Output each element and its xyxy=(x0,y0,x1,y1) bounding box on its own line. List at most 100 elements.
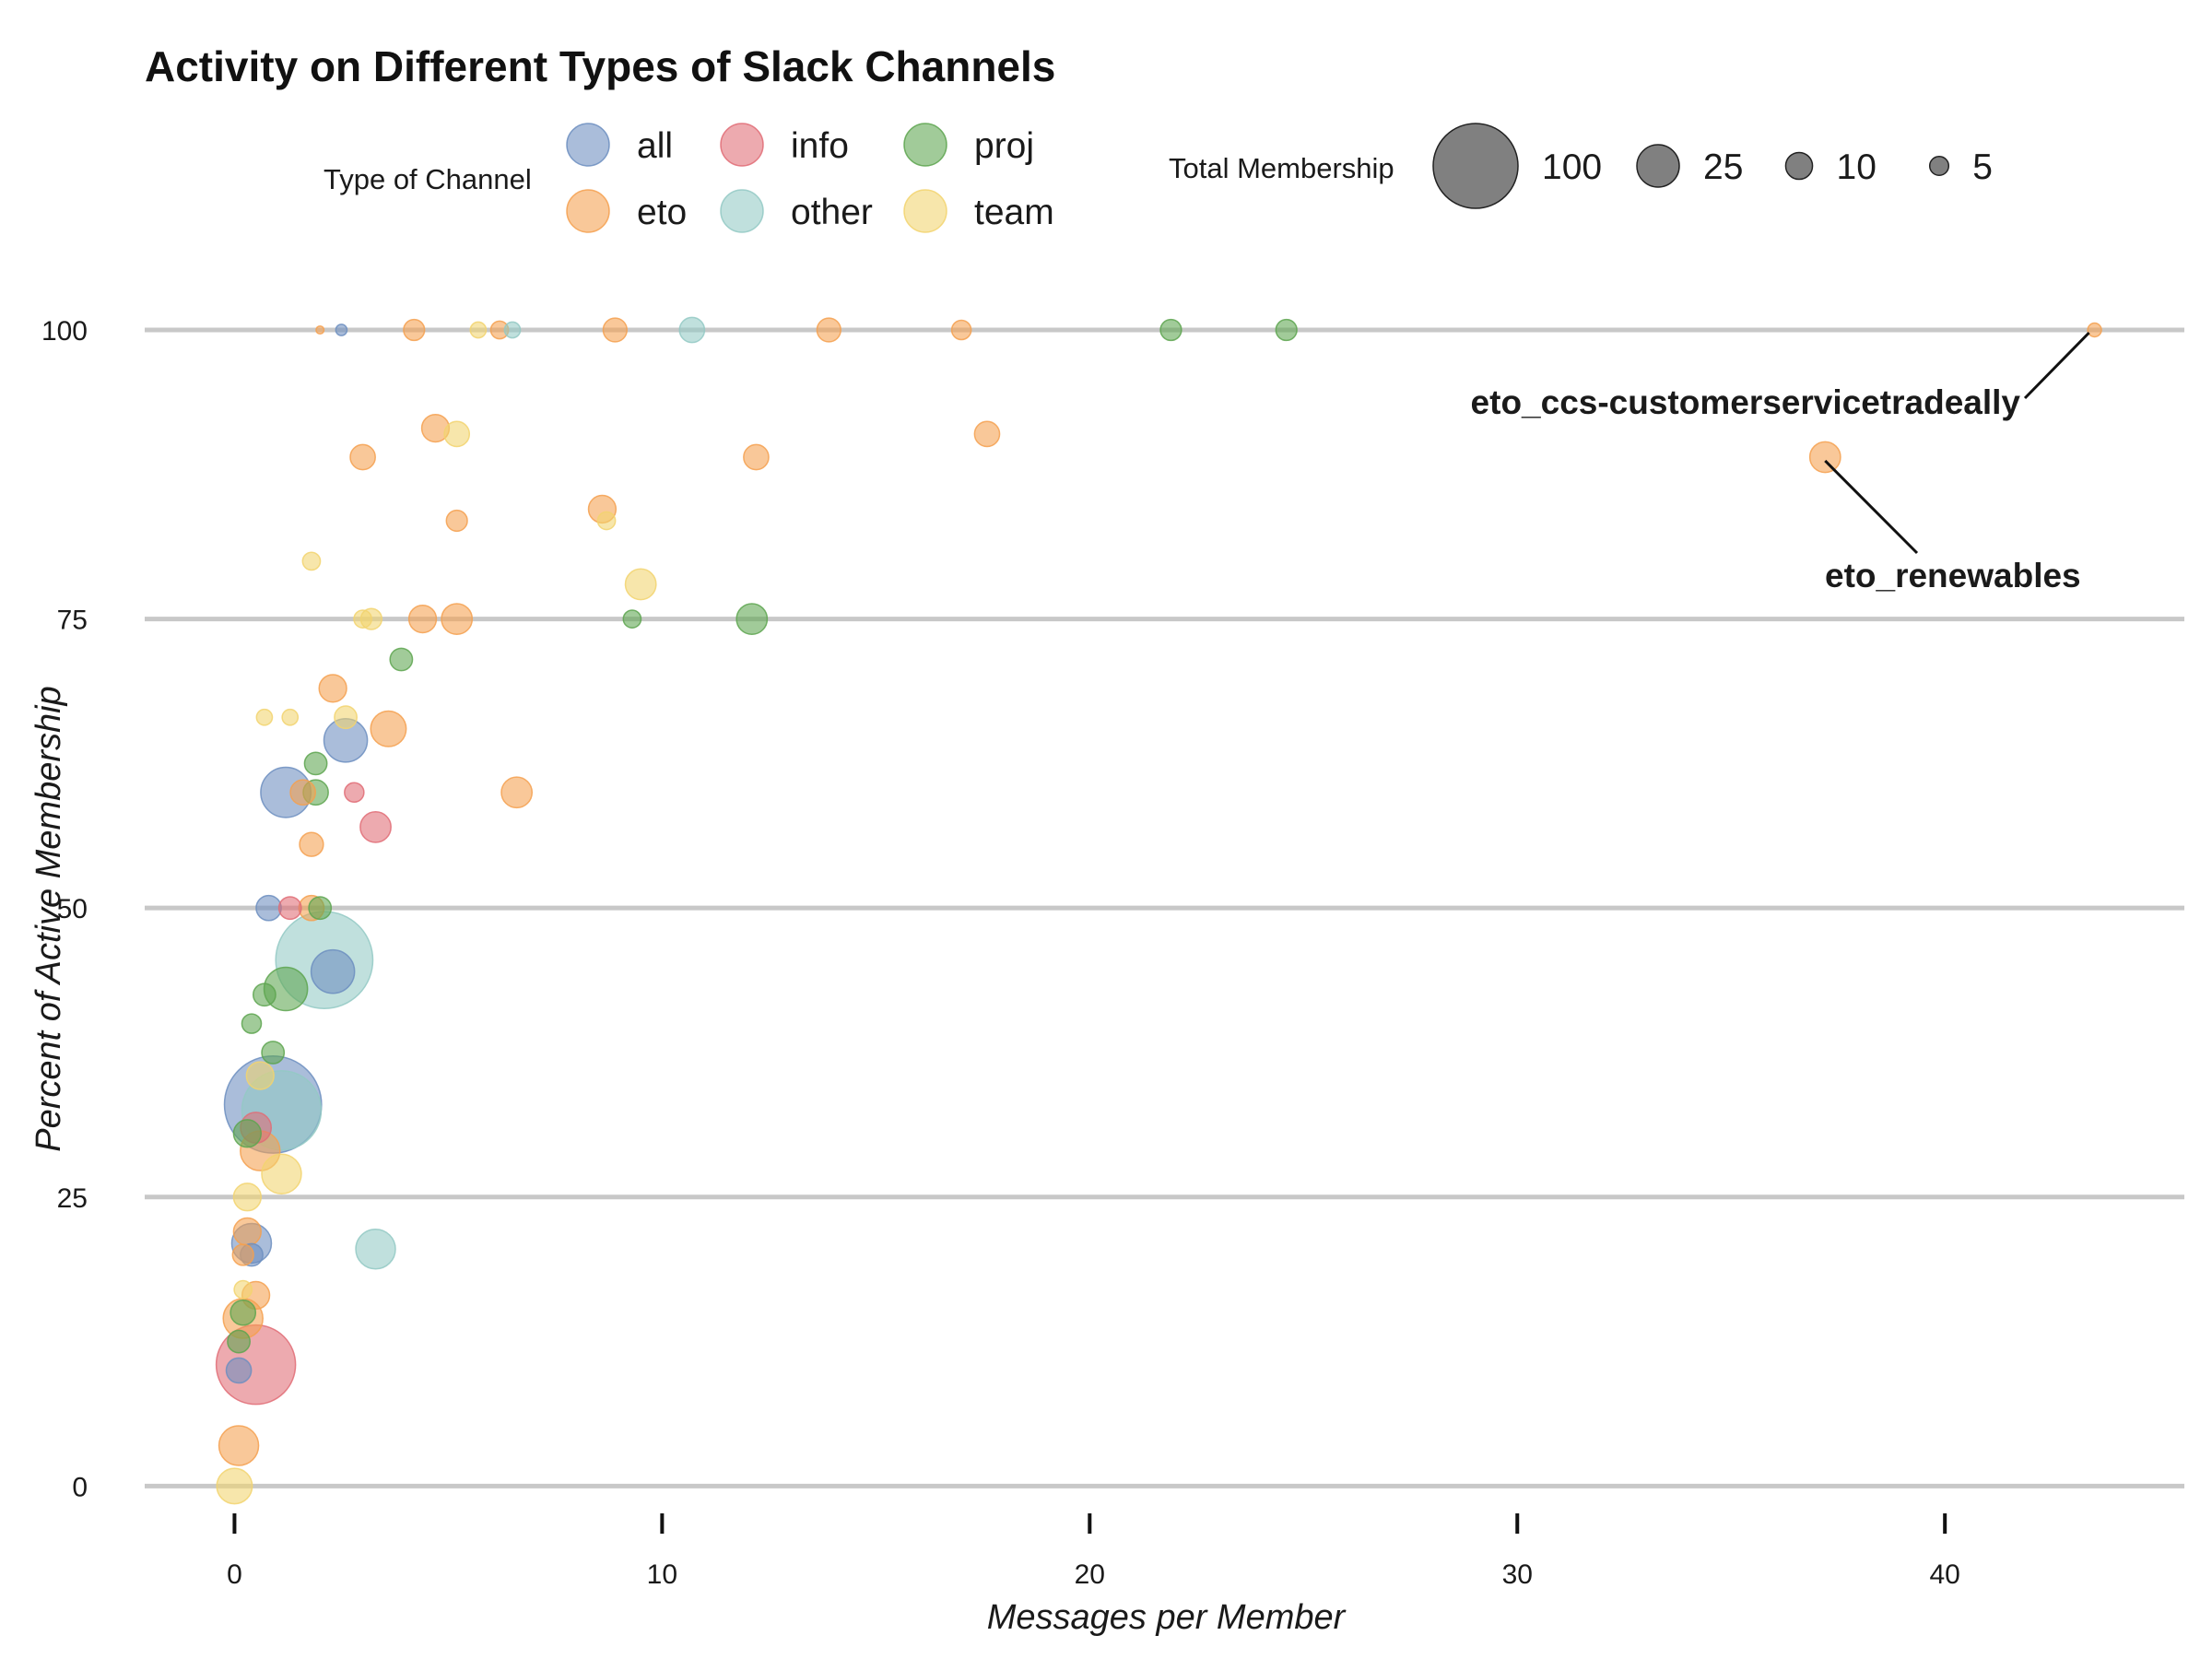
data-point-eto xyxy=(743,443,770,471)
data-point-proj xyxy=(252,982,276,1007)
data-point-team xyxy=(233,1279,253,1300)
annotation-label: eto_ccs-customerservicetradeally xyxy=(1471,383,2021,421)
data-point-proj xyxy=(308,896,333,921)
data-point-all xyxy=(310,948,356,994)
legends: Type of Channel all info proj eto other team To… xyxy=(324,123,1993,233)
data-points xyxy=(215,316,2102,1505)
data-point-proj xyxy=(229,1299,257,1326)
data-point-eto xyxy=(500,776,534,809)
legend-swatch-other xyxy=(720,189,764,233)
data-point-eto xyxy=(349,443,376,471)
annotation-leader-line xyxy=(1824,459,1919,555)
data-point-team xyxy=(624,568,657,601)
legend-swatch-team xyxy=(903,189,947,233)
size-legend-label: 100 xyxy=(1542,147,1602,187)
size-legend-circle xyxy=(1636,144,1680,188)
data-point-team xyxy=(596,511,617,531)
y-tick-label: 25 xyxy=(57,1183,88,1214)
data-point-info xyxy=(344,782,365,804)
gridlines xyxy=(145,327,2184,1488)
x-tick-label: 0 xyxy=(227,1559,242,1590)
data-point-eto xyxy=(950,319,972,341)
data-point-all xyxy=(255,894,282,922)
data-point-eto xyxy=(816,317,841,343)
size-legend-label: 5 xyxy=(1972,147,1993,187)
y-tick-label: 50 xyxy=(57,894,88,924)
data-point-team xyxy=(469,321,488,339)
data-point-proj xyxy=(241,1013,263,1034)
data-point-eto xyxy=(299,831,324,857)
legend-label-eto: eto xyxy=(637,193,687,232)
data-point-team xyxy=(443,420,471,448)
data-point-proj xyxy=(1275,318,1298,342)
legend-label-other: other xyxy=(791,193,873,232)
data-point-proj xyxy=(1159,318,1182,342)
size-legend-circle xyxy=(1784,151,1814,181)
x-tick-label: 30 xyxy=(1502,1559,1533,1590)
color-legend-title: Type of Channel xyxy=(324,163,532,195)
data-point-proj xyxy=(735,603,769,635)
x-axis-title: Messages per Member xyxy=(987,1598,1347,1637)
legend-label-proj: proj xyxy=(974,126,1034,166)
data-point-team xyxy=(334,705,358,730)
data-point-eto xyxy=(218,1425,260,1466)
data-point-eto xyxy=(407,604,438,634)
data-point-team xyxy=(281,708,300,726)
y-tick-label: 0 xyxy=(72,1472,88,1502)
size-legend-label: 10 xyxy=(1837,147,1877,187)
legend-swatch-all xyxy=(566,123,610,167)
data-point-team xyxy=(216,1467,253,1505)
data-point-eto xyxy=(602,317,628,343)
data-point-info xyxy=(359,810,392,843)
data-point-all xyxy=(225,1357,253,1384)
size-legend-title: Total Membership xyxy=(1169,152,1394,184)
data-point-other xyxy=(355,1228,396,1270)
data-point-team xyxy=(232,1182,262,1212)
data-point-team xyxy=(245,1061,275,1090)
data-point-team xyxy=(353,609,372,629)
legend-swatch-eto xyxy=(566,189,610,233)
data-point-eto xyxy=(1808,441,1841,474)
data-point-eto xyxy=(315,324,325,335)
data-point-eto xyxy=(318,674,347,703)
legend-swatch-proj xyxy=(903,123,947,167)
data-point-eto xyxy=(2087,322,2102,338)
data-point-team xyxy=(255,708,274,726)
data-point-proj xyxy=(389,647,414,672)
data-point-all xyxy=(335,324,348,336)
size-legend-circle xyxy=(1928,155,1950,177)
x-tick-label: 10 xyxy=(647,1559,677,1590)
axes: 0 25 50 75 100 0 10 20 30 40 xyxy=(41,316,1960,1590)
x-tick-label: 40 xyxy=(1930,1559,1960,1590)
legend-label-team: team xyxy=(974,193,1054,232)
annotation-leader-line xyxy=(2023,331,2090,400)
data-point-eto xyxy=(403,318,426,342)
y-tick-label: 75 xyxy=(57,606,88,636)
legend-label-info: info xyxy=(791,126,849,166)
data-point-team xyxy=(261,1153,302,1194)
chart-title: Activity on Different Types of Slack Cha… xyxy=(145,42,1055,90)
data-point-team xyxy=(301,551,322,571)
data-point-proj xyxy=(303,751,328,776)
data-point-eto xyxy=(445,509,468,533)
data-point-eto xyxy=(231,1243,254,1266)
y-tick-label: 100 xyxy=(41,316,88,347)
data-point-other xyxy=(678,316,706,344)
data-point-eto xyxy=(441,603,474,635)
data-point-proj xyxy=(227,1329,251,1354)
legend-label-all: all xyxy=(637,126,673,166)
data-point-eto xyxy=(370,710,407,747)
x-tick-label: 20 xyxy=(1075,1559,1105,1590)
data-point-eto xyxy=(232,1217,262,1247)
data-point-proj xyxy=(261,1041,286,1065)
data-point-eto xyxy=(289,779,317,806)
data-point-other xyxy=(503,321,522,339)
size-legend-label: 25 xyxy=(1703,147,1743,187)
data-point-proj xyxy=(622,609,642,629)
annotations: eto_ccs-customerservicetradeally eto_rene… xyxy=(1471,331,2090,594)
data-point-eto xyxy=(973,420,1001,448)
data-point-proj xyxy=(232,1119,262,1148)
y-axis-title: Percent of Active Membership xyxy=(29,686,68,1151)
legend-swatch-info xyxy=(720,123,764,167)
